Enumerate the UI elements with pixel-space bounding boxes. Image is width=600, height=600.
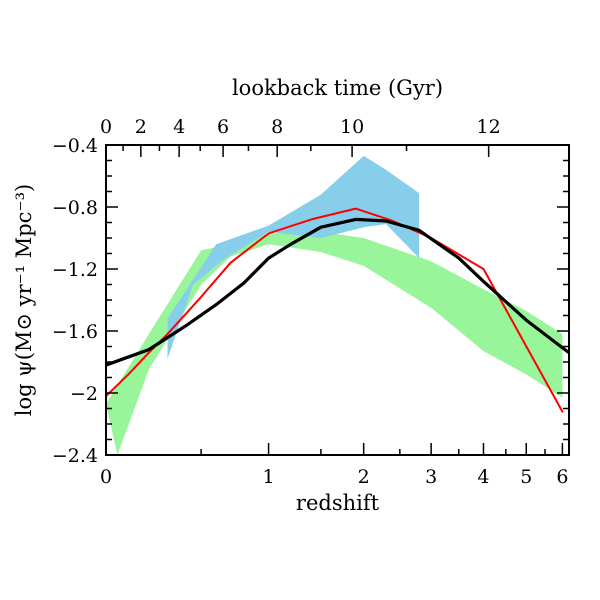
y-tick-label: −1.2	[52, 259, 98, 281]
x-tick-label: 0	[100, 466, 112, 488]
y-tick-label: −0.8	[52, 197, 98, 219]
x-tick-label: 6	[556, 466, 568, 488]
top-tick-label: 12	[477, 116, 501, 138]
series-layer	[106, 155, 569, 455]
x-tick-label: 3	[425, 466, 437, 488]
y-tick-label: −1.6	[52, 321, 98, 343]
top-tick-label: 6	[217, 116, 229, 138]
x-tick-label: 2	[358, 466, 370, 488]
y-tick-label: −2	[70, 383, 98, 405]
y-tick-label: −2.4	[52, 445, 98, 467]
x-axis-title: redshift	[296, 491, 380, 515]
top-tick-label: 8	[271, 116, 283, 138]
series-3-line	[106, 217, 569, 367]
ticks-layer: −2.4−2−1.6−1.2−0.8−0.40 1 2 3 4 5 60 2 4 6 8 10 12	[52, 116, 569, 488]
top-tick-label: 10	[340, 116, 364, 138]
top-tick-label: 4	[173, 116, 185, 138]
x-tick-label: 5	[520, 466, 532, 488]
x-tick-label: 4	[477, 466, 489, 488]
top-tick-label: 2	[135, 116, 147, 138]
series-1-band	[167, 155, 420, 359]
top-tick-label: 0	[100, 116, 112, 138]
x-tick-label: 1	[263, 466, 275, 488]
top-axis-title: lookback time (Gyr)	[232, 76, 443, 100]
y-axis-title: log ψ(M⊙ yr⁻¹ Mpc⁻³)	[12, 184, 36, 416]
y-tick-label: −0.4	[52, 135, 98, 157]
series-0-band	[106, 231, 563, 455]
